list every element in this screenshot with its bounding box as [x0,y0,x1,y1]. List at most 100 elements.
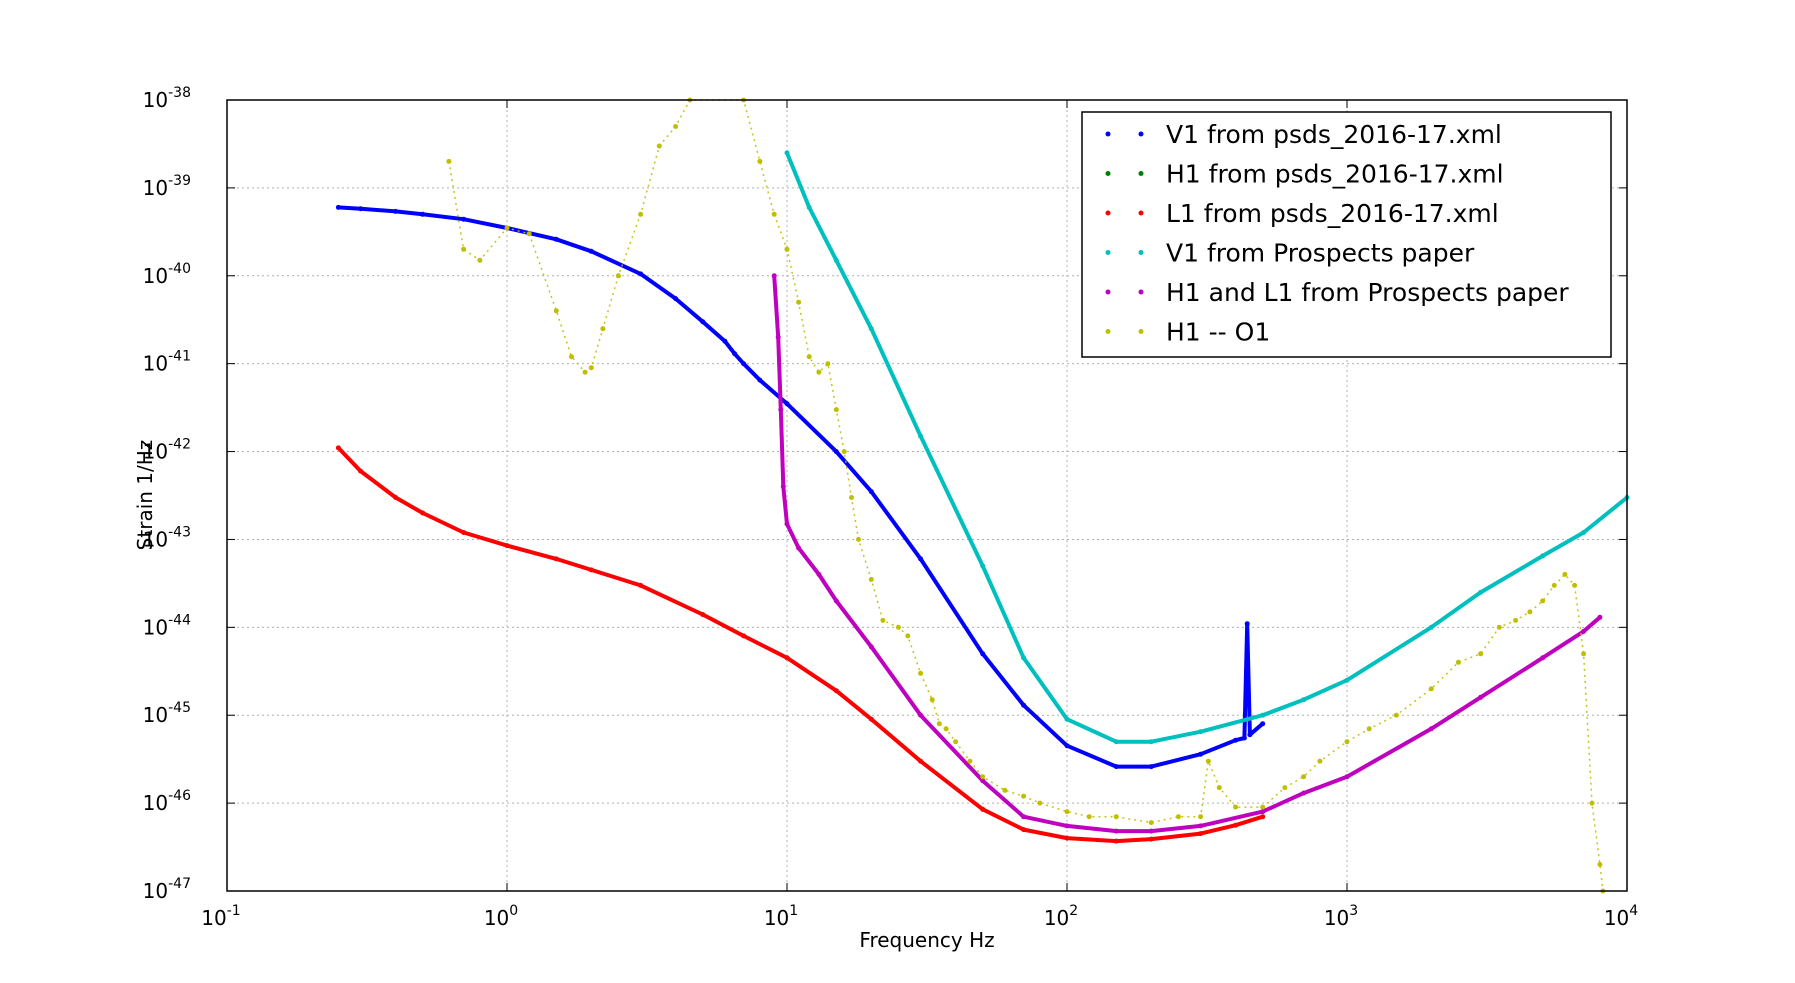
data-point [1113,838,1119,844]
y-tick-label: 10-39 [143,173,191,200]
data-point [1064,809,1070,815]
data-point [806,204,812,210]
data-point [1021,814,1027,820]
data-point [358,206,364,212]
data-point [335,204,341,210]
data-point [918,433,924,439]
data-point [918,670,924,676]
data-point [1581,628,1587,634]
data-point [918,556,924,562]
data-point [967,758,973,764]
data-point [784,246,790,252]
x-axis-label: Frequency Hz [859,928,994,952]
legend-marker [1138,329,1144,334]
data-point [784,655,790,661]
data-point [1344,677,1350,683]
data-point [1540,553,1546,559]
data-point [1540,655,1546,661]
y-tick-label-exponent: -41 [168,349,191,365]
data-point [905,633,911,639]
data-point [420,211,426,217]
data-point [1260,809,1266,815]
legend-marker [1105,289,1111,295]
y-tick-label-exponent: -40 [168,261,191,277]
data-point [880,617,886,623]
data-point [778,407,784,413]
data-point [393,208,399,214]
data-point [638,211,644,217]
data-point [1247,732,1253,738]
data-point [816,369,822,375]
y-axis-label: Strain 1/Hz [133,440,157,551]
data-point [1317,758,1323,764]
x-tick-label-base: 10 [1324,906,1349,930]
data-point [780,484,786,489]
data-point [1260,804,1266,810]
data-point [833,407,839,413]
y-tick-label: 10-43 [143,524,191,551]
data-point [1478,589,1484,595]
y-tick-label-base: 10 [143,440,168,464]
data-point [796,299,802,305]
data-point [638,271,644,277]
data-point [526,231,532,237]
data-point [582,369,588,375]
data-point [757,158,763,164]
data-point [980,774,986,780]
legend-marker [1105,210,1111,216]
data-point [461,246,467,252]
data-point [1244,621,1250,627]
x-tick-label-exponent: -1 [227,903,241,919]
data-point [953,739,959,745]
data-point [1086,814,1092,820]
legend-marker [1138,250,1144,255]
data-point [784,521,790,527]
data-point [1198,751,1204,757]
data-point [1597,862,1603,867]
data-point [1021,702,1027,708]
data-point [784,401,790,407]
data-point [980,778,986,784]
y-tick-label-exponent: -46 [168,788,191,804]
data-point [615,273,621,279]
data-point [1393,712,1399,718]
data-point [673,296,679,302]
data-point [1113,739,1119,745]
x-tick-label: 104 [1604,903,1638,930]
x-tick-label: 100 [484,903,518,930]
y-tick-label-exponent: -43 [168,524,191,540]
y-tick-label: 10-44 [143,612,191,639]
data-point [741,633,747,639]
y-tick-label: 10-45 [143,700,191,727]
y-tick-label-base: 10 [143,527,168,551]
data-point [980,651,986,657]
data-point [588,567,594,573]
data-point [833,598,839,604]
x-tick-label: 10-1 [201,903,240,930]
legend-marker [1105,329,1111,334]
series-layer [335,97,1630,894]
legend-marker [1138,210,1144,216]
data-point [553,556,559,562]
data-point [833,688,839,694]
data-point [943,726,949,732]
data-point [1064,716,1070,722]
data-point [816,571,822,577]
data-point [638,582,644,588]
data-point [1198,729,1204,735]
data-point [569,354,574,360]
data-point [446,158,452,164]
data-point [1198,823,1204,829]
data-point [841,449,847,455]
y-tick-label-base: 10 [143,703,168,727]
data-point [1198,814,1204,820]
data-point [757,377,763,383]
data-point [1241,735,1247,741]
data-point [806,354,812,360]
data-point [1198,831,1204,837]
data-point [1428,686,1434,692]
data-point [1589,800,1595,806]
data-point [1260,721,1266,727]
data-point [1021,827,1027,833]
y-tick-label: 10-38 [143,85,191,112]
